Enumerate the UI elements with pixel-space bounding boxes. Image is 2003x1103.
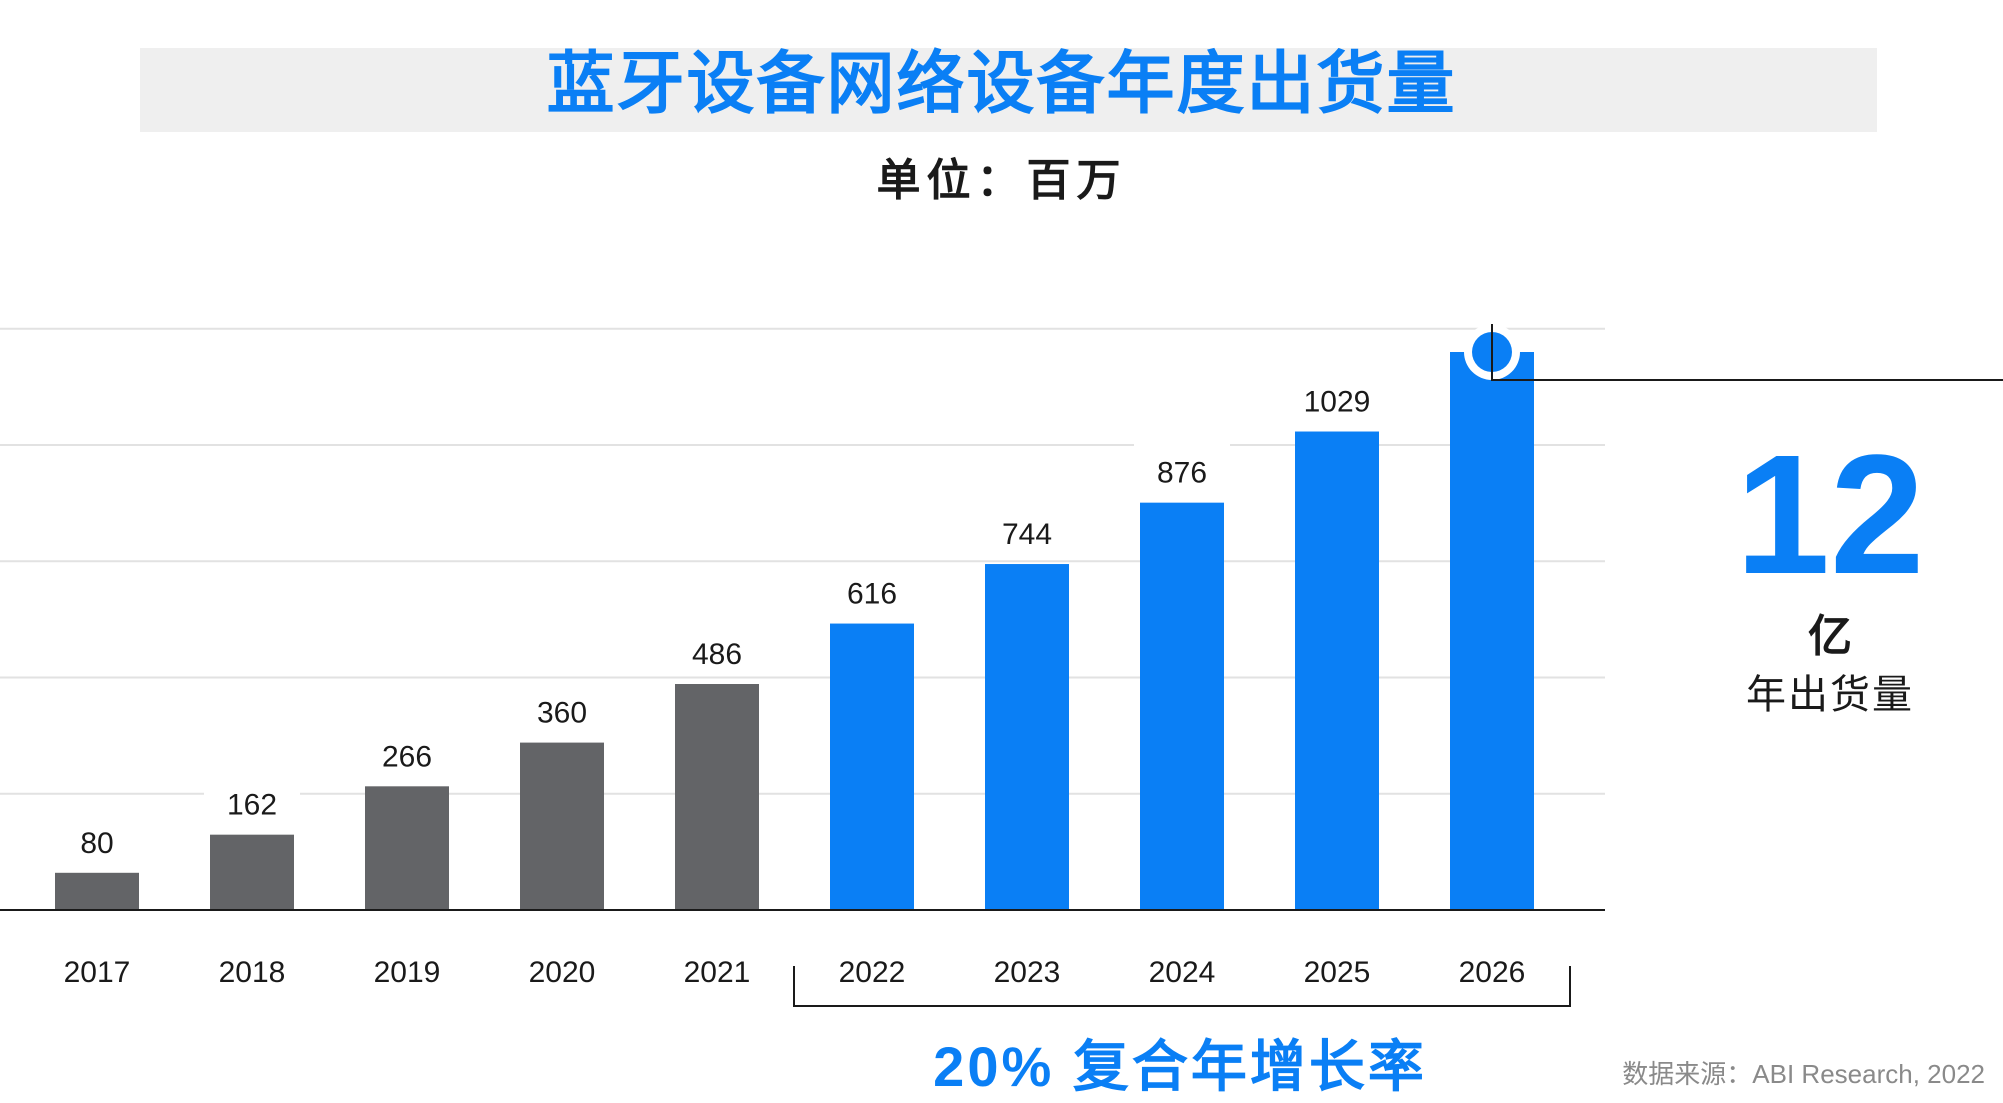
data-label-bg xyxy=(204,774,300,827)
unit-label: 单位：百万 xyxy=(876,156,1127,205)
data-label: 1029 xyxy=(1304,386,1371,419)
x-tick-label: 2022 xyxy=(839,956,906,989)
highlight-unit: 亿 xyxy=(1808,612,1852,661)
x-tick-label: 2017 xyxy=(64,956,131,989)
x-tick-label: 2024 xyxy=(1149,956,1216,989)
data-label-bg xyxy=(359,726,455,779)
x-tick-label: 2025 xyxy=(1304,956,1371,989)
title-band xyxy=(140,48,1877,132)
bar-2023 xyxy=(985,564,1069,910)
data-label: 266 xyxy=(382,740,432,773)
data-label-bg xyxy=(514,682,610,735)
x-tick-label: 2019 xyxy=(374,956,441,989)
data-label: 80 xyxy=(80,827,113,860)
source-note: 数据来源：ABI Research, 2022 xyxy=(1622,1059,1985,1089)
x-tick-label: 2021 xyxy=(684,956,751,989)
highlight-number: 12 xyxy=(1735,420,1925,610)
data-label-bg xyxy=(979,504,1075,557)
data-label-bg xyxy=(1289,371,1385,424)
bar-2020 xyxy=(520,742,604,910)
data-label-bg xyxy=(669,624,765,677)
data-label: 360 xyxy=(537,697,587,730)
data-label-bg xyxy=(49,812,145,865)
bar-2025 xyxy=(1295,431,1379,910)
data-label-bg xyxy=(824,563,920,616)
data-label-bg xyxy=(1134,442,1230,495)
chart-title: 蓝牙设备网络设备年度出货量 xyxy=(546,46,1457,122)
bar-2024 xyxy=(1140,502,1224,910)
x-tick-label: 2026 xyxy=(1459,956,1526,989)
bar-2018 xyxy=(210,834,294,910)
cagr-bracket xyxy=(793,966,1571,1007)
x-tick-label: 2018 xyxy=(219,956,286,989)
data-label: 616 xyxy=(847,578,897,611)
callout-line xyxy=(1491,324,2003,381)
highlight-caption: 年出货量 xyxy=(1746,673,1914,717)
data-label: 876 xyxy=(1157,457,1207,490)
data-label: 162 xyxy=(227,789,277,822)
data-label: 744 xyxy=(1002,518,1052,551)
x-tick-label: 2020 xyxy=(529,956,596,989)
data-label: 486 xyxy=(692,638,742,671)
bar-2022 xyxy=(830,623,914,910)
bar-2026 xyxy=(1450,352,1534,910)
x-tick-label: 2023 xyxy=(994,956,1061,989)
bar-2017 xyxy=(55,872,139,910)
bar-2019 xyxy=(365,786,449,910)
cagr-label: 20% 复合年增长率 xyxy=(933,1035,1427,1098)
bar-2021 xyxy=(675,684,759,910)
